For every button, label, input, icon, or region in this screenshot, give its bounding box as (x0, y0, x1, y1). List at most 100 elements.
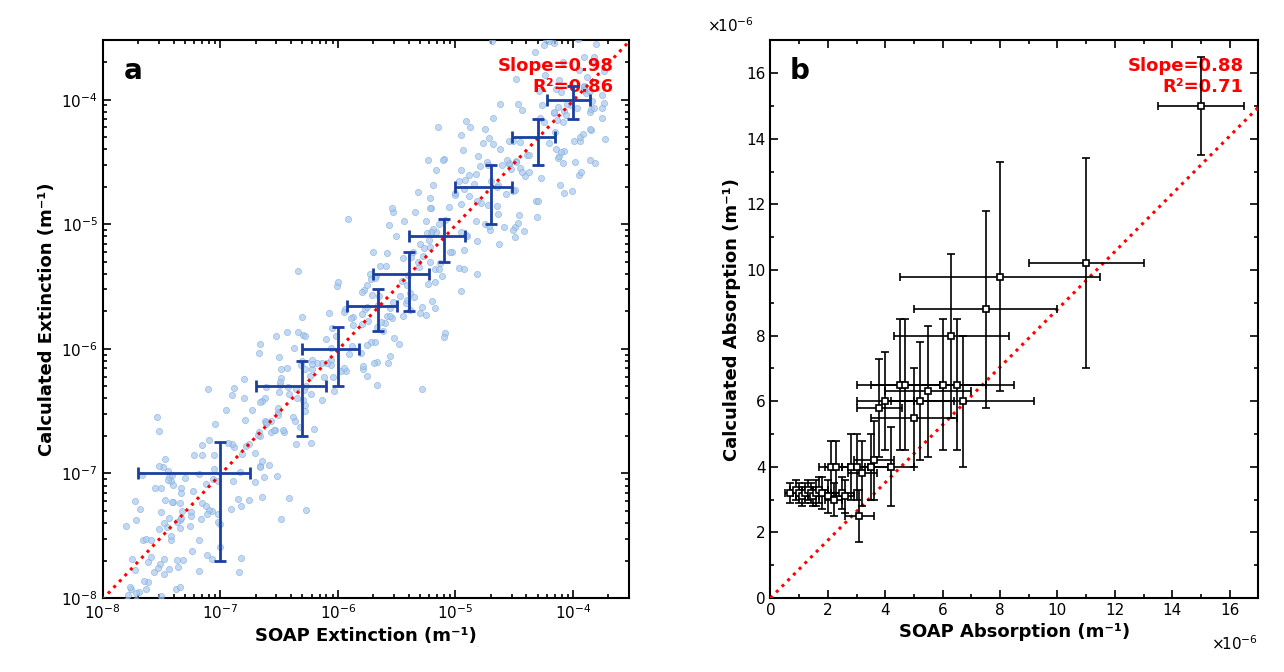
Point (154, 518, 175, 529)
Point (189, 534, 209, 545)
Point (291, 355, 312, 366)
Point (555, 188, 575, 199)
Point (230, 552, 250, 563)
Point (544, 30, 565, 40)
Point (556, 110, 577, 120)
Point (131, 470, 152, 480)
Point (139, 577, 159, 587)
Point (202, 506, 222, 517)
Point (320, 355, 340, 366)
Point (152, 591, 172, 601)
Point (412, 302, 433, 312)
Point (245, 477, 266, 488)
Point (395, 297, 416, 308)
Point (208, 509, 229, 519)
Point (326, 281, 347, 292)
Point (417, 154, 438, 165)
Point (334, 362, 354, 373)
Point (230, 467, 250, 478)
Point (467, 196, 488, 206)
Point (519, 167, 539, 178)
Point (506, 155, 526, 166)
Point (483, 112, 503, 123)
Point (116, 520, 136, 531)
Point (593, 66, 614, 77)
Point (118, 627, 139, 638)
Point (244, 448, 265, 458)
Point (289, 421, 309, 432)
Point (453, 145, 474, 156)
Point (313, 372, 334, 382)
Point (331, 366, 352, 376)
Point (268, 402, 289, 413)
Point (380, 310, 401, 321)
Point (379, 302, 399, 313)
Point (357, 340, 377, 351)
Point (222, 390, 243, 401)
Point (546, 84, 566, 95)
Point (371, 317, 392, 327)
Point (515, 170, 535, 181)
Point (334, 307, 354, 318)
Point (544, 126, 565, 137)
Point (203, 473, 223, 484)
Point (383, 297, 403, 308)
Point (448, 175, 469, 186)
Point (499, 135, 520, 146)
Point (285, 415, 306, 426)
Point (422, 296, 443, 307)
Point (367, 379, 388, 390)
Point (295, 505, 316, 515)
Point (397, 269, 417, 280)
Point (421, 226, 442, 237)
Point (420, 202, 440, 213)
Point (580, 124, 601, 135)
Point (552, 56, 573, 67)
Point (189, 565, 209, 576)
Point (551, 86, 571, 97)
Point (422, 179, 443, 190)
Point (340, 313, 361, 324)
Point (411, 384, 431, 394)
Point (552, 158, 573, 169)
Point (553, 106, 574, 117)
Point (300, 437, 321, 448)
Point (456, 230, 476, 241)
Point (377, 358, 398, 369)
Point (455, 183, 475, 194)
Point (460, 191, 480, 202)
Point (470, 161, 490, 171)
Point (321, 323, 342, 333)
Point (416, 216, 437, 226)
Point (339, 349, 360, 360)
Point (451, 165, 471, 175)
Point (249, 339, 270, 349)
Point (533, 40, 553, 51)
Point (353, 285, 374, 296)
Point (592, 102, 612, 113)
Point (256, 417, 276, 427)
Point (144, 566, 164, 577)
Point (184, 450, 204, 460)
Point (277, 382, 298, 392)
Point (160, 535, 181, 546)
Point (254, 416, 275, 427)
Point (352, 319, 372, 329)
Point (191, 450, 212, 460)
Point (160, 530, 181, 541)
Point (231, 501, 252, 511)
Point (508, 210, 529, 220)
Point (498, 158, 519, 169)
Point (334, 304, 354, 314)
Point (505, 73, 525, 84)
Point (294, 384, 315, 395)
Point (483, 138, 503, 149)
Point (580, 86, 601, 97)
Point (580, 104, 601, 115)
Point (182, 486, 203, 497)
Point (248, 430, 268, 441)
Point (374, 325, 394, 336)
Point (370, 261, 390, 271)
Point (426, 226, 447, 237)
Point (399, 305, 420, 316)
